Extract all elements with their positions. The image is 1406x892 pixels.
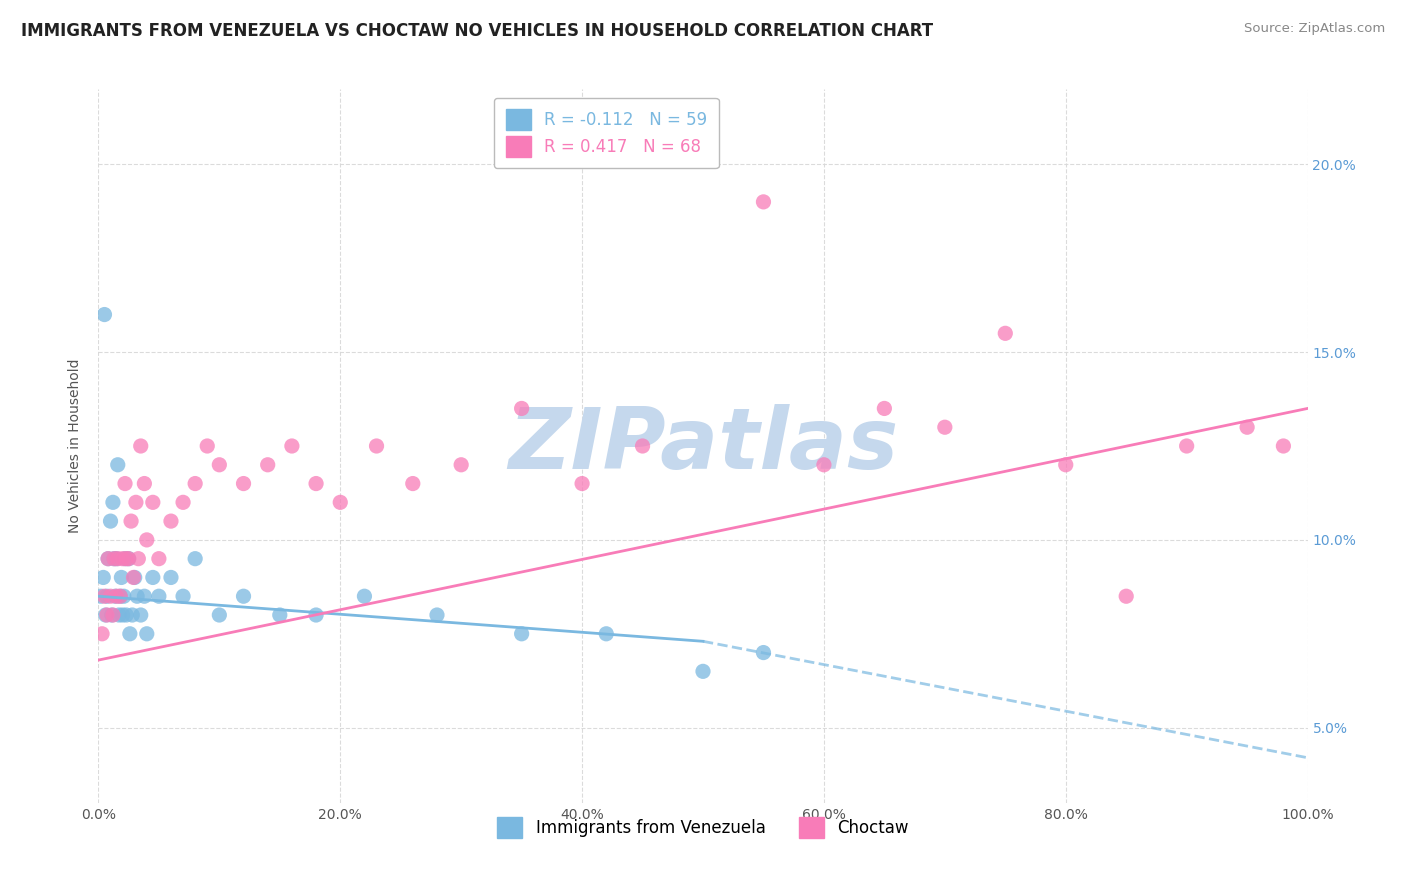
Point [127, 589, 149, 603]
Point [96, 607, 118, 622]
Point [232, 476, 254, 491]
Point [510, 627, 533, 641]
Point [934, 420, 956, 434]
Point [100, 589, 122, 603]
Point [108, 607, 131, 622]
Point [115, 551, 138, 566]
Point [148, 589, 170, 603]
Point [148, 551, 170, 566]
Point [1236, 420, 1258, 434]
Point [110, 570, 132, 584]
Point [114, 551, 136, 566]
Point [97, 551, 120, 566]
Point [122, 570, 145, 584]
Point [100, 607, 122, 622]
Point [305, 476, 328, 491]
Point [104, 589, 127, 603]
Point [135, 627, 157, 641]
Point [402, 476, 425, 491]
Point [813, 458, 835, 472]
Point [100, 514, 122, 528]
Point [208, 458, 231, 472]
Point [111, 551, 134, 566]
Point [103, 551, 125, 566]
Point [101, 495, 124, 509]
Point [105, 551, 128, 566]
Point [184, 476, 207, 491]
Point [97, 551, 120, 566]
Point [107, 458, 129, 472]
Point [134, 589, 156, 603]
Point [90, 589, 112, 603]
Point [124, 570, 146, 584]
Point [93, 308, 115, 322]
Point [160, 514, 183, 528]
Point [120, 514, 142, 528]
Point [752, 194, 775, 209]
Point [595, 627, 617, 641]
Point [93, 589, 115, 603]
Point [115, 607, 138, 622]
Point [269, 607, 291, 622]
Point [366, 439, 388, 453]
Point [329, 495, 352, 509]
Point [111, 607, 134, 622]
Point [426, 607, 449, 622]
Point [873, 401, 896, 416]
Point [118, 551, 141, 566]
Point [105, 589, 128, 603]
Point [142, 495, 165, 509]
Point [195, 439, 218, 453]
Point [232, 589, 254, 603]
Text: ZIPatlas: ZIPatlas [508, 404, 898, 488]
Point [103, 551, 125, 566]
Legend: Immigrants from Venezuela, Choctaw: Immigrants from Venezuela, Choctaw [491, 811, 915, 845]
Point [1054, 458, 1077, 472]
Point [127, 551, 149, 566]
Point [631, 439, 654, 453]
Point [1272, 439, 1295, 453]
Point [172, 589, 194, 603]
Point [692, 665, 714, 679]
Point [172, 495, 194, 509]
Point [571, 476, 593, 491]
Point [1115, 589, 1137, 603]
Point [184, 551, 207, 566]
Point [129, 607, 152, 622]
Point [1175, 439, 1198, 453]
Point [450, 458, 472, 472]
Point [160, 570, 183, 584]
Y-axis label: No Vehicles in Household: No Vehicles in Household [69, 359, 83, 533]
Point [108, 589, 131, 603]
Point [118, 551, 141, 566]
Point [91, 627, 114, 641]
Point [752, 646, 775, 660]
Point [208, 607, 231, 622]
Point [121, 607, 143, 622]
Point [353, 589, 375, 603]
Point [281, 439, 304, 453]
Point [142, 570, 165, 584]
Point [107, 551, 129, 566]
Point [96, 589, 118, 603]
Point [108, 589, 131, 603]
Point [305, 607, 328, 622]
Point [94, 607, 117, 622]
Point [510, 401, 533, 416]
Point [112, 589, 135, 603]
Point [101, 607, 124, 622]
Point [256, 458, 278, 472]
Point [994, 326, 1017, 341]
Point [118, 627, 141, 641]
Point [91, 570, 114, 584]
Point [125, 495, 148, 509]
Point [129, 439, 152, 453]
Text: IMMIGRANTS FROM VENEZUELA VS CHOCTAW NO VEHICLES IN HOUSEHOLD CORRELATION CHART: IMMIGRANTS FROM VENEZUELA VS CHOCTAW NO … [21, 22, 934, 40]
Text: Source: ZipAtlas.com: Source: ZipAtlas.com [1244, 22, 1385, 36]
Point [134, 476, 156, 491]
Point [114, 476, 136, 491]
Point [135, 533, 157, 547]
